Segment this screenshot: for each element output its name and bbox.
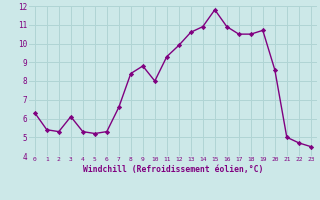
X-axis label: Windchill (Refroidissement éolien,°C): Windchill (Refroidissement éolien,°C) <box>83 165 263 174</box>
